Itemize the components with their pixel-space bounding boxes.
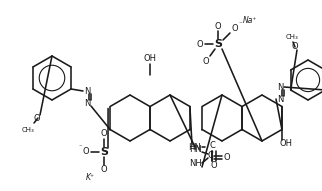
Text: CH₃: CH₃ [286,34,298,40]
Text: O: O [232,23,238,32]
Text: HN: HN [190,145,202,154]
Text: S: S [214,39,222,49]
Text: O: O [83,147,89,156]
Text: O: O [34,113,40,122]
Text: HN: HN [189,142,201,151]
Text: O: O [211,162,217,171]
Text: S: S [100,147,108,157]
Text: OH: OH [144,53,156,62]
Text: C: C [209,141,215,150]
Text: N: N [277,95,283,104]
Text: O: O [203,57,209,66]
Text: O: O [101,165,107,175]
Text: O: O [101,129,107,138]
Text: N: N [84,99,90,108]
Text: N: N [277,83,283,91]
Text: Na⁺: Na⁺ [243,15,257,24]
Text: NH: NH [190,159,202,168]
Text: ⁻: ⁻ [238,21,242,27]
Text: OH: OH [279,138,292,147]
Text: CH₃: CH₃ [22,127,34,133]
Text: C: C [207,151,213,160]
Text: O: O [224,152,230,162]
Text: O: O [197,40,203,49]
Text: N: N [84,87,90,96]
Text: ⁻: ⁻ [78,144,82,150]
Text: O: O [215,22,221,31]
Text: O: O [292,41,298,50]
Text: K⁺: K⁺ [86,173,94,182]
